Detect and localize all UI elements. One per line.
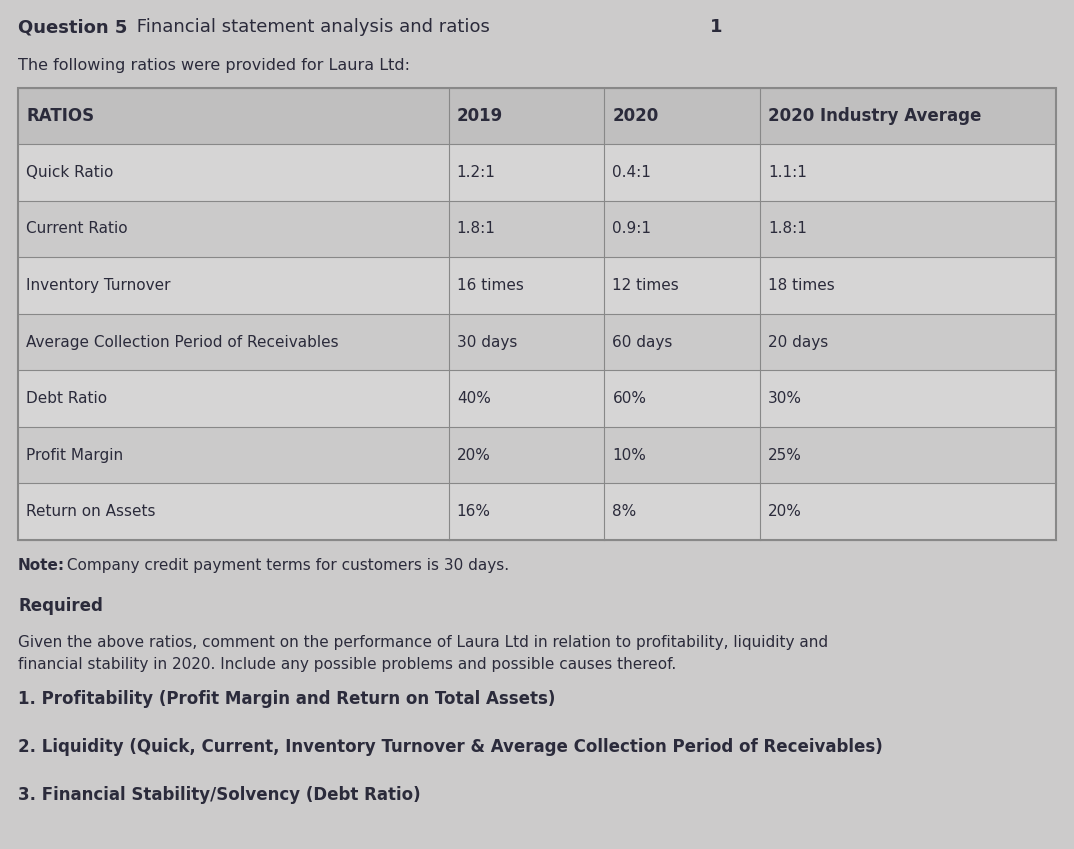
Text: 30%: 30% — [768, 391, 802, 406]
Text: 10%: 10% — [612, 447, 647, 463]
Text: 1.8:1: 1.8:1 — [768, 222, 807, 236]
Text: Profit Margin: Profit Margin — [26, 447, 124, 463]
Text: 60 days: 60 days — [612, 335, 672, 350]
Text: 1.8:1: 1.8:1 — [456, 222, 495, 236]
Bar — [18, 144, 1056, 200]
Text: Average Collection Period of Receivables: Average Collection Period of Receivables — [26, 335, 338, 350]
Text: 2020 Industry Average: 2020 Industry Average — [768, 107, 982, 125]
Text: 30 days: 30 days — [456, 335, 518, 350]
Bar — [18, 88, 1056, 144]
Text: 2020: 2020 — [612, 107, 658, 125]
Text: 20 days: 20 days — [768, 335, 828, 350]
Text: Required: Required — [18, 597, 103, 615]
Text: 20%: 20% — [456, 447, 491, 463]
Text: 1: 1 — [710, 18, 723, 36]
Text: 2019: 2019 — [456, 107, 503, 125]
Text: Inventory Turnover: Inventory Turnover — [26, 278, 171, 293]
Text: 0.9:1: 0.9:1 — [612, 222, 652, 236]
Text: Note:: Note: — [18, 558, 66, 573]
Bar — [18, 483, 1056, 540]
Text: 20%: 20% — [768, 504, 802, 520]
Text: 60%: 60% — [612, 391, 647, 406]
Text: financial stability in 2020. Include any possible problems and possible causes t: financial stability in 2020. Include any… — [18, 657, 677, 672]
Text: 16 times: 16 times — [456, 278, 524, 293]
Text: Current Ratio: Current Ratio — [26, 222, 128, 236]
Text: Financial statement analysis and ratios: Financial statement analysis and ratios — [108, 18, 495, 36]
Text: Debt Ratio: Debt Ratio — [26, 391, 107, 406]
Text: RATIOS: RATIOS — [26, 107, 95, 125]
Bar — [18, 200, 1056, 257]
Text: 1. Profitability (Profit Margin and Return on Total Assets): 1. Profitability (Profit Margin and Retu… — [18, 690, 555, 708]
Text: 12 times: 12 times — [612, 278, 679, 293]
Text: Question 5: Question 5 — [18, 18, 128, 36]
Text: Quick Ratio: Quick Ratio — [26, 165, 114, 180]
Bar — [18, 88, 1056, 540]
Text: Company credit payment terms for customers is 30 days.: Company credit payment terms for custome… — [62, 558, 509, 573]
Bar — [18, 370, 1056, 427]
Text: Given the above ratios, comment on the performance of Laura Ltd in relation to p: Given the above ratios, comment on the p… — [18, 635, 828, 650]
Text: 1.1:1: 1.1:1 — [768, 165, 807, 180]
Text: 25%: 25% — [768, 447, 802, 463]
Bar — [18, 314, 1056, 370]
Text: The following ratios were provided for Laura Ltd:: The following ratios were provided for L… — [18, 58, 410, 73]
Text: 18 times: 18 times — [768, 278, 834, 293]
Text: 3. Financial Stability/Solvency (Debt Ratio): 3. Financial Stability/Solvency (Debt Ra… — [18, 786, 421, 804]
Text: 16%: 16% — [456, 504, 491, 520]
Bar — [18, 257, 1056, 314]
Text: 2. Liquidity (Quick, Current, Inventory Turnover & Average Collection Period of : 2. Liquidity (Quick, Current, Inventory … — [18, 738, 883, 756]
Text: 8%: 8% — [612, 504, 637, 520]
Text: 40%: 40% — [456, 391, 491, 406]
Bar — [18, 427, 1056, 483]
Text: 0.4:1: 0.4:1 — [612, 165, 651, 180]
Text: Return on Assets: Return on Assets — [26, 504, 156, 520]
Text: 1.2:1: 1.2:1 — [456, 165, 495, 180]
